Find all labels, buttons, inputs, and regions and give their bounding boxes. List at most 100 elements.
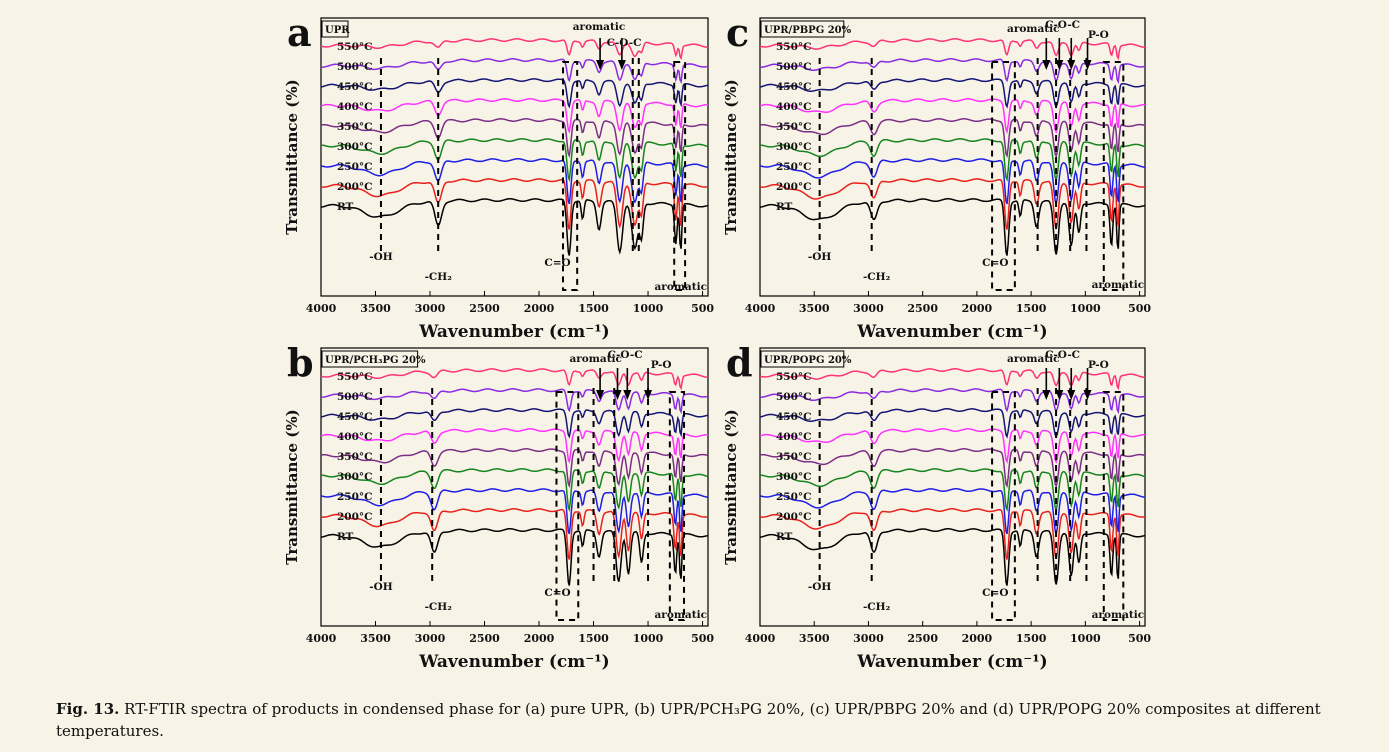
spectrum-line (320, 98, 708, 134)
band-label: -CH₂ (425, 601, 453, 613)
series-label: 250°C (776, 491, 812, 503)
figure-caption: Fig. 13. RT-FTIR spectra of products in … (56, 698, 1376, 742)
spectrum-line (321, 388, 709, 415)
spectrum-line (759, 178, 1146, 230)
panel-b: b UPR/PCH₃PG 20% 4000 3500 3000 2500 2000 1500 1… (283, 340, 714, 672)
caption-label: Fig. 13. (56, 700, 120, 718)
spectrum-line (320, 488, 709, 535)
spectrum-line (320, 78, 709, 109)
x-tick-label: 2000 (524, 302, 555, 315)
x-tick-label: 2000 (962, 302, 993, 315)
series-label: 350°C (776, 121, 812, 133)
band-label: aromatic (1007, 23, 1060, 35)
series-label: 500°C (337, 391, 373, 403)
y-axis-label: Transmittance (%) (722, 79, 740, 234)
series-label: 550°C (776, 41, 812, 53)
series-label: 250°C (337, 491, 373, 503)
x-tick-label: 4000 (745, 632, 776, 645)
caption-text: RT-FTIR spectra of products in condensed… (56, 700, 1321, 740)
x-tick-label: 2000 (524, 632, 555, 645)
band-label: C=O (982, 257, 1008, 269)
sample-label-box (760, 20, 845, 38)
plot-frame (320, 17, 709, 297)
x-tick-label: 1000 (1070, 632, 1101, 645)
x-tick-label: 1000 (633, 632, 664, 645)
arrow-head (613, 390, 622, 400)
sample-label: UPR/PBPG 20% (764, 25, 852, 36)
series-label: 200°C (776, 181, 812, 193)
sample-label: UPR (325, 25, 350, 36)
series-label: 400°C (776, 101, 812, 113)
series-label: 250°C (776, 161, 812, 173)
panel-c: c UPR/PBPG 20% 4000 3500 3000 2500 2000 1500 100… (722, 10, 1151, 342)
x-tick-label: 1000 (1070, 302, 1101, 315)
band-label: P-O (651, 359, 672, 371)
spectrum-line (320, 118, 709, 159)
x-tick-label: 3500 (799, 632, 830, 645)
x-tick-label: 3500 (799, 302, 830, 315)
spectrum-line (759, 98, 1145, 134)
band-label: aromatic (573, 21, 626, 33)
x-tick-label: 4000 (306, 632, 337, 645)
x-tick-label: 1500 (1016, 302, 1047, 315)
band-label: -CH₂ (425, 271, 453, 283)
spectrum-line (320, 158, 709, 205)
series-label: 450°C (337, 81, 373, 93)
arrow-head (596, 390, 605, 400)
x-axis-label: Wavenumber (cm⁻¹) (856, 652, 1047, 672)
x-tick-label: 500 (691, 632, 714, 645)
x-tick-label: 2500 (907, 302, 938, 315)
x-tick-label: 500 (1128, 302, 1151, 315)
arrow-head (1083, 60, 1092, 70)
series-label: 350°C (776, 451, 812, 463)
series-label: 400°C (337, 431, 373, 443)
x-tick-label: 2000 (962, 632, 993, 645)
series-label: 550°C (337, 371, 373, 383)
series-label: 300°C (776, 471, 812, 483)
band-label: -OH (808, 251, 832, 263)
plot-frame (759, 17, 1146, 297)
series-label: RT (337, 531, 354, 543)
x-tick-label: 1000 (633, 302, 664, 315)
spectrum-line (759, 158, 1146, 207)
band-label: aromatic (569, 353, 622, 365)
series-label: 400°C (337, 101, 373, 113)
spectrum-line (759, 488, 1146, 537)
spectrum-line (759, 138, 1146, 183)
spectrum-line (320, 508, 709, 560)
series-label: RT (776, 531, 793, 543)
spectrum-line (320, 468, 709, 513)
panel-letter: c (726, 10, 749, 55)
spectrum-line (759, 58, 1146, 85)
series-label: 300°C (337, 471, 373, 483)
panel-d: d UPR/POPG 20% 4000 3500 3000 2500 2000 1500 100… (722, 340, 1151, 672)
band-label: C-O-C (608, 349, 643, 361)
series-label: 500°C (776, 391, 812, 403)
series-label: 500°C (337, 61, 373, 73)
series-label: 350°C (337, 451, 373, 463)
sample-label-box (760, 350, 845, 368)
band-label: aromatic (1007, 353, 1060, 365)
x-tick-label: 500 (691, 302, 714, 315)
series-label: 200°C (337, 181, 373, 193)
y-axis-label: Transmittance (%) (283, 79, 301, 234)
arrow-head (1067, 60, 1076, 70)
sample-label: UPR/PCH₃PG 20% (325, 355, 426, 366)
spectrum-line (759, 198, 1146, 256)
band-label: aromatic (1092, 279, 1145, 291)
band-label: aromatic (1092, 609, 1145, 621)
series-label: 400°C (776, 431, 812, 443)
spectrum-line (759, 368, 1146, 391)
series-label: RT (776, 201, 793, 213)
dashed-region (673, 61, 687, 291)
x-tick-label: 3000 (415, 632, 446, 645)
arrow-head (644, 390, 653, 400)
band-label: aromatic (654, 609, 707, 621)
band-label: -OH (808, 581, 832, 593)
x-tick-label: 2500 (469, 302, 500, 315)
spectrum-line (759, 428, 1145, 464)
x-tick-label: 1500 (578, 632, 609, 645)
spectrum-line (759, 78, 1146, 109)
spectrum-line (759, 448, 1146, 489)
panel-letter: d (726, 340, 753, 385)
